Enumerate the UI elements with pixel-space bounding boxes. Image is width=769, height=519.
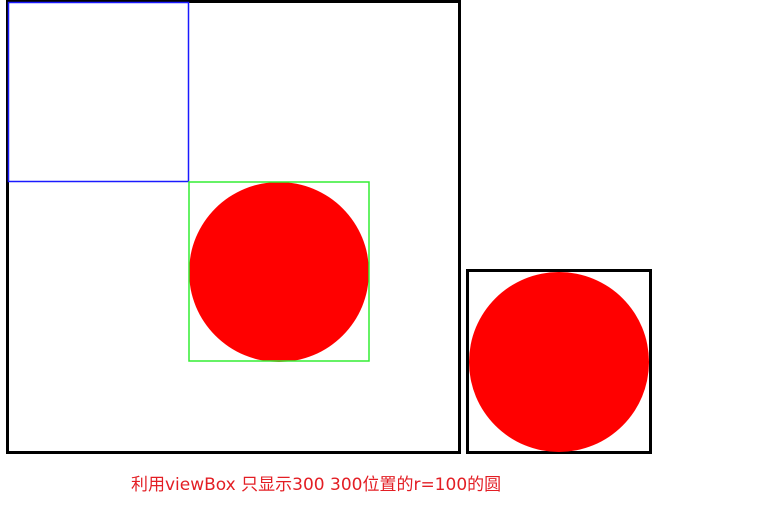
full-canvas-frame [6,0,461,454]
diagram-caption: 利用viewBox 只显示300 300位置的r=100的圆 [131,475,502,495]
default-viewport-rect [7,1,190,183]
viewbox-highlight-rect [188,181,370,362]
viewbox-result-frame [466,269,652,454]
result-circle [469,272,649,452]
scene-circle [189,182,369,362]
